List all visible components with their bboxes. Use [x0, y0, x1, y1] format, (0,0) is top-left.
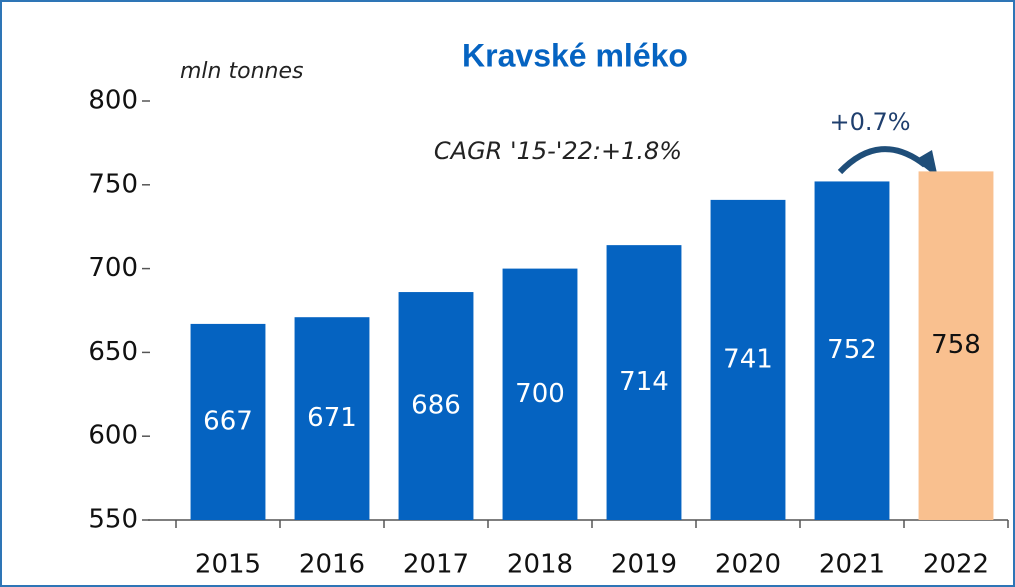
y-tick-label: 650 [88, 337, 138, 367]
y-tick-label: 700 [88, 253, 138, 283]
x-tick-label: 2016 [299, 550, 365, 580]
y-tick-label: 600 [88, 421, 138, 451]
x-tick-label: 2021 [819, 550, 885, 580]
bar [710, 199, 786, 520]
arrow-head [915, 150, 938, 178]
x-tick-label: 2020 [715, 550, 781, 580]
y-axis-label: mln tonnes [180, 59, 303, 84]
value-label: 714 [619, 367, 669, 397]
x-tick-label: 2017 [403, 550, 469, 580]
x-tick-label: 2019 [611, 550, 677, 580]
x-tick-label: 2015 [195, 550, 261, 580]
y-tick-label: 800 [88, 86, 138, 116]
annotation: CAGR '15-'22:+1.8% [434, 137, 682, 165]
bar [398, 292, 474, 520]
y-tick-label: 550 [88, 505, 138, 535]
x-tick-label: 2018 [507, 550, 573, 580]
value-label: 752 [827, 335, 877, 365]
annotation: +0.7% [829, 108, 910, 136]
value-label: 667 [203, 406, 253, 436]
value-label: 741 [723, 344, 773, 374]
bar [814, 181, 890, 520]
value-label: 686 [411, 391, 461, 421]
y-tick-label: 750 [88, 169, 138, 199]
bar [502, 268, 578, 520]
value-label: 700 [515, 379, 565, 409]
x-tick-label: 2022 [923, 550, 989, 580]
bar [606, 245, 682, 521]
bar [190, 323, 266, 520]
chart-title: Kravské mléko [462, 37, 688, 73]
bar [918, 171, 994, 520]
arrow [837, 146, 927, 175]
value-label: 671 [307, 403, 357, 433]
bar [294, 317, 370, 520]
value-label: 758 [931, 330, 981, 360]
